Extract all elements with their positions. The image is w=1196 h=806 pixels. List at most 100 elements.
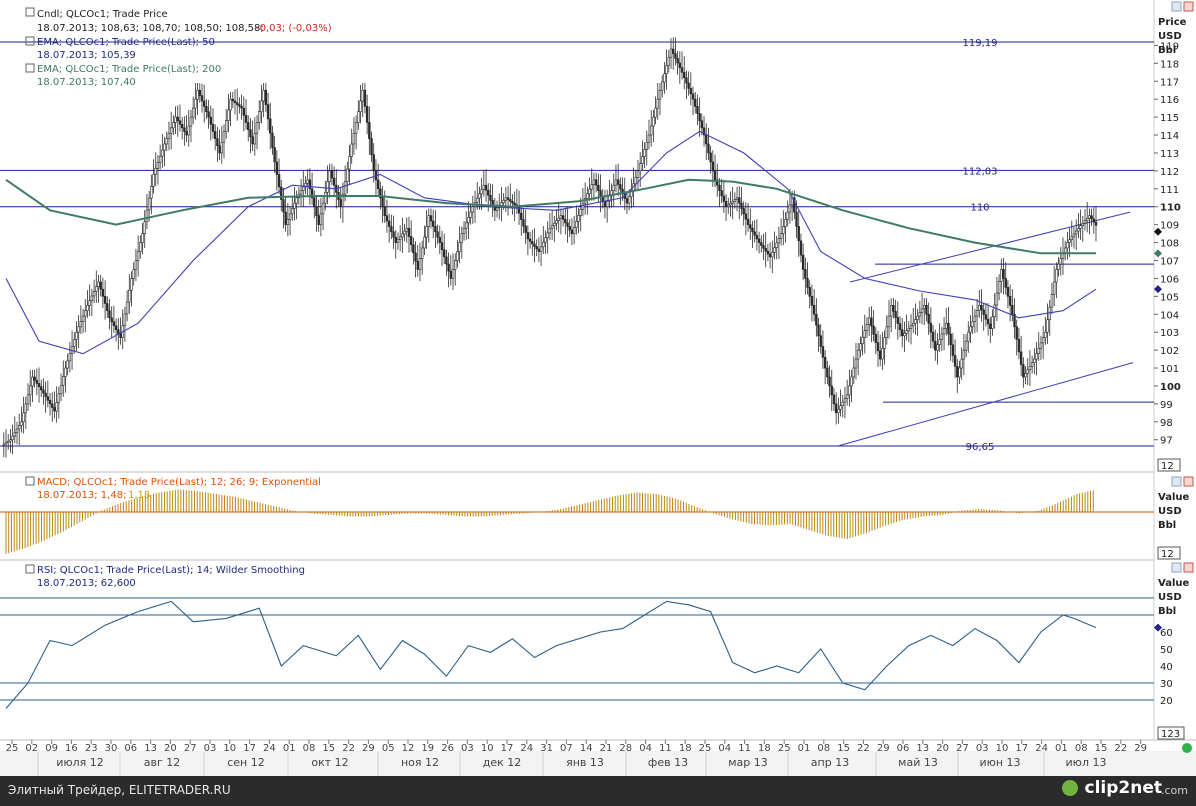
month-label: июн 13 [979,756,1020,769]
rsi-scale-badge-text: 123 [1161,729,1180,740]
price-tick-label: 103 [1160,328,1179,339]
close-icon[interactable] [1183,476,1194,487]
price-scale-badge[interactable] [1157,458,1181,472]
candle-body [947,322,950,335]
candle-body [180,123,184,129]
candle-body [920,308,924,313]
candle-body [997,280,1001,294]
candle-body [1079,225,1082,229]
day-label: 12 [402,743,415,754]
candle-body [531,241,534,245]
candle-body [407,227,411,237]
month-label: июл 13 [1066,756,1107,769]
candle-body [804,269,807,279]
candle-body [33,376,36,381]
candle-body [328,170,331,182]
candle-body [724,201,728,208]
candle-body [627,196,631,204]
price-tick-label: 102 [1160,346,1179,357]
candle-body [903,332,906,337]
day-label: 31 [540,743,553,754]
candle-body [6,440,10,443]
candle-body [1030,362,1034,367]
candle-body [641,156,644,165]
candle-body [971,321,974,328]
price-marker [1154,249,1162,258]
candle-body [361,89,364,102]
candle-body [401,233,404,238]
candle-body [843,398,847,403]
candle-body [1088,215,1091,219]
day-label: 03 [461,743,474,754]
day-label: 10 [481,743,494,754]
price-level-label: 96,65 [966,442,995,453]
macd-scale-badge[interactable] [1157,546,1181,560]
candle-body [579,208,582,216]
macd-title: MACD; QLCOc1; Trade Price(Last); 12; 26;… [37,477,321,488]
window-icon[interactable] [25,564,35,574]
candle-body [247,122,250,130]
candle-body [295,197,298,204]
candle-body [163,143,166,151]
candle-body [319,213,323,225]
cndl-change: -0,03; (-0,03%) [256,23,332,34]
candle-body [894,311,897,318]
candle-body [942,328,946,335]
window-icon[interactable] [25,476,35,486]
candle-body [136,251,140,261]
minimize-icon[interactable] [1171,476,1182,487]
rsi-header-1: Value [1158,578,1189,589]
candle-body [458,242,461,252]
price-legend: Cndl; QLCOc1; Trade Price 18.07.2013; 10… [25,7,332,88]
candle-body [31,376,34,387]
candle-body [293,202,296,209]
candle-body [154,168,157,175]
candle-body [11,435,14,441]
day-label: 03 [976,743,989,754]
day-label: 25 [699,743,712,754]
candle-body [51,403,54,408]
candle-body [834,403,838,414]
candle-body [443,249,446,258]
candle-body [266,104,270,120]
candle-body [887,315,891,328]
candle-body [385,215,389,222]
price-tick-label: 107 [1160,256,1179,267]
candle-body [537,248,541,252]
candle-body [1028,365,1032,371]
window-icon[interactable] [25,63,35,73]
candle-body [850,376,853,387]
day-label: 27 [184,743,197,754]
candle-body [434,226,437,233]
candle-body [667,56,671,66]
price-tick-label: 119 [1160,41,1179,52]
minimize-icon[interactable] [1171,1,1182,12]
price-axis: 97 98 99 100 101 102 103 104 105 106 107 108 109 110 1… [1154,41,1181,447]
candle-body [242,107,246,116]
candle-body [504,197,508,201]
candle-body [705,134,708,145]
close-icon[interactable] [1183,562,1194,573]
price-tick-label: 105 [1160,292,1179,303]
candle-body [823,356,827,369]
candle-body [412,244,415,254]
candle-body [330,170,334,179]
rsi-panel: 20 30 40 50 60 [0,597,1173,709]
close-icon[interactable] [1183,1,1194,12]
candle-body [431,220,435,227]
candle-body [68,353,72,362]
candle-body [383,206,386,216]
candle-body [57,393,61,403]
candle-body [222,131,226,143]
candle-body [782,226,785,234]
window-icon[interactable] [25,7,35,17]
window-icon[interactable] [25,36,35,46]
candle-body [484,184,488,191]
candle-body [989,323,992,329]
rsi-scale-badge[interactable] [1157,726,1185,740]
minimize-icon[interactable] [1171,562,1182,573]
candle-body [1008,296,1012,306]
candle-body [738,197,741,204]
candle-body [916,315,919,320]
rsi-marker [1154,623,1162,632]
